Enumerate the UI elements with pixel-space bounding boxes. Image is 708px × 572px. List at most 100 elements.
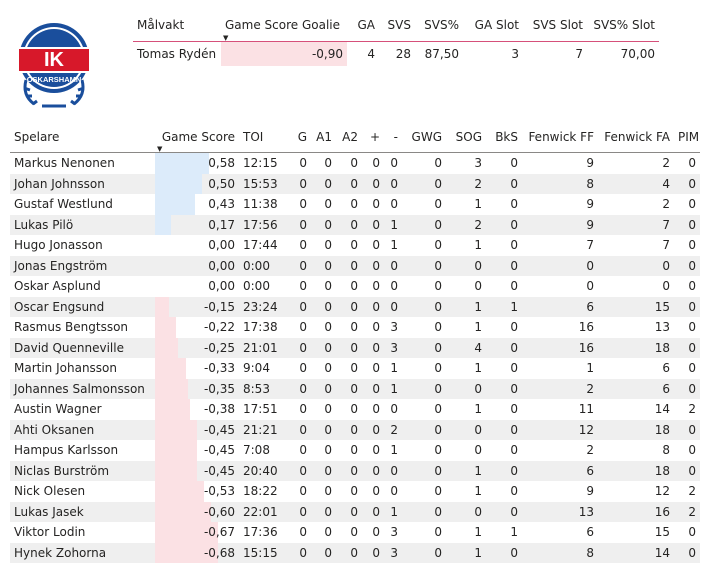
table-row[interactable]: Austin Wagner -0,38 17:51 0 0 0 0 0 0 1 0 11 14 2 [10, 399, 700, 420]
col-header-game-score[interactable]: Game Score ▼ [155, 126, 239, 153]
game-score-bar [155, 501, 211, 522]
game-score-cell: 0,50 [155, 173, 239, 194]
game-score-value: 0,43 [208, 197, 235, 212]
fenwick-fa-cell: 2 [662, 197, 670, 212]
table-row[interactable]: Lukas Pilö 0,17 17:56 0 0 0 0 1 0 2 0 9 7 0 [10, 214, 700, 235]
table-row[interactable]: Lukas Jasek -0,60 22:01 0 0 0 0 1 0 0 0 13 16 2 [10, 501, 700, 522]
a1-cell: 0 [324, 443, 332, 458]
game-score-value: 0,00 [208, 238, 235, 253]
bks-cell: 0 [486, 419, 522, 440]
fenwick-ff-cell: 9 [522, 214, 598, 235]
plus-cell: 0 [362, 542, 384, 563]
fenwick-fa-cell: 0 [662, 279, 670, 294]
col-header-plus[interactable]: + [362, 126, 384, 153]
table-row[interactable]: Hampus Karlsson -0,45 7:08 0 0 0 0 1 0 0 0 2 8 0 [10, 440, 700, 461]
fenwick-fa-cell: 7 [598, 214, 674, 235]
table-row[interactable]: Rasmus Bengtsson -0,22 17:38 0 0 0 0 3 0 1 0 16 13 0 [10, 317, 700, 338]
minus-cell: 1 [390, 238, 398, 253]
toi-cell: 7:08 [243, 443, 270, 458]
game-score-value: -0,45 [203, 443, 235, 458]
game-score-cell: -0,53 [155, 481, 239, 502]
col-header-game-score-goalie[interactable]: Game Score Goalie ▼ [221, 14, 347, 42]
a1-cell: 0 [324, 156, 332, 171]
game-score-cell: -0,25 [155, 337, 239, 358]
plus-cell: 0 [372, 525, 380, 540]
g-cell: 0 [299, 238, 307, 253]
a1-cell: 0 [324, 484, 332, 499]
a2-cell: 0 [350, 197, 358, 212]
col-header-ga[interactable]: GA [347, 14, 379, 42]
bks-cell: 0 [486, 501, 522, 522]
table-row[interactable]: Viktor Lodin -0,67 17:36 0 0 0 0 3 0 1 1 6 15 0 [10, 522, 700, 543]
g-cell: 0 [299, 320, 307, 335]
bks-cell: 0 [510, 361, 518, 376]
player-name: Rasmus Bengtsson [14, 320, 129, 335]
plus-cell: 0 [362, 460, 384, 481]
col-header-sog[interactable]: SOG [446, 126, 486, 153]
col-header-svs-pct[interactable]: SVS% [415, 14, 463, 42]
table-row[interactable]: Johannes Salmonsson -0,35 8:53 0 0 0 0 1 0 0 0 2 6 0 [10, 378, 700, 399]
bks-cell: 0 [510, 402, 518, 417]
col-header-ga-slot[interactable]: GA Slot [463, 14, 523, 42]
col-header-minus[interactable]: - [384, 126, 402, 153]
fenwick-ff-cell: 0 [586, 279, 594, 294]
svs-pct-cell: 87,50 [424, 47, 459, 61]
a2-cell: 0 [336, 296, 362, 317]
a1-cell: 0 [324, 361, 332, 376]
col-header-malvakt[interactable]: Målvakt [133, 14, 221, 42]
col-header-pim[interactable]: PIM [674, 126, 700, 153]
table-row[interactable]: Gustaf Westlund 0,43 11:38 0 0 0 0 0 0 1 0 9 2 0 [10, 194, 700, 215]
pim-cell: 0 [674, 419, 700, 440]
fenwick-fa-cell: 18 [598, 337, 674, 358]
gwg-cell: 0 [434, 443, 442, 458]
table-row[interactable]: Oscar Engsund -0,15 23:24 0 0 0 0 0 0 1 1 6 15 0 [10, 296, 700, 317]
game-score-bar [155, 522, 218, 543]
pim-cell: 2 [674, 501, 700, 522]
plus-cell: 0 [372, 197, 380, 212]
bks-cell: 0 [510, 197, 518, 212]
table-row[interactable]: Markus Nenonen 0,58 12:15 0 0 0 0 0 0 3 0 9 2 0 [10, 153, 700, 174]
table-row[interactable]: Jonas Engström 0,00 0:00 0 0 0 0 0 0 0 0 0 0 0 [10, 255, 700, 276]
g-cell: 0 [287, 173, 311, 194]
toi-cell: 11:38 [243, 197, 278, 212]
table-row[interactable]: Martin Johansson -0,33 9:04 0 0 0 0 1 0 1 0 1 6 0 [10, 358, 700, 379]
table-row[interactable]: Ahti Oksanen -0,45 21:21 0 0 0 0 2 0 0 0 12 18 0 [10, 419, 700, 440]
table-row[interactable]: Hynek Zohorna -0,68 15:15 0 0 0 0 3 0 1 0 8 14 0 [10, 542, 700, 563]
col-header-svs[interactable]: SVS [379, 14, 415, 42]
bks-cell: 0 [486, 378, 522, 399]
a1-cell: 0 [311, 337, 336, 358]
laurel-wreath [23, 79, 85, 108]
table-row[interactable]: David Quenneville -0,25 21:01 0 0 0 0 3 0 4 0 16 18 0 [10, 337, 700, 358]
fenwick-fa-cell: 4 [598, 173, 674, 194]
col-header-spelare[interactable]: Spelare [10, 126, 155, 153]
gwg-cell: 0 [434, 525, 442, 540]
a2-cell: 0 [350, 156, 358, 171]
table-row[interactable]: Tomas Rydén -0,90 4 28 87,50 3 7 70,00 [133, 42, 659, 66]
col-header-a1[interactable]: A1 [311, 126, 336, 153]
gwg-cell: 0 [434, 320, 442, 335]
player-name: Nick Olesen [14, 484, 86, 499]
table-row[interactable]: Johan Johnsson 0,50 15:53 0 0 0 0 0 0 2 0 8 4 0 [10, 173, 700, 194]
g-cell: 0 [287, 460, 311, 481]
pim-cell: 0 [674, 460, 700, 481]
minus-cell: 3 [390, 320, 398, 335]
minus-cell: 1 [390, 443, 398, 458]
table-row[interactable]: Oskar Asplund 0,00 0:00 0 0 0 0 0 0 0 0 0 0 0 [10, 276, 700, 297]
a1-cell: 0 [311, 214, 336, 235]
table-row[interactable]: Niclas Burström -0,45 20:40 0 0 0 0 0 0 1 0 6 18 0 [10, 460, 700, 481]
table-row[interactable]: Nick Olesen -0,53 18:22 0 0 0 0 0 0 1 0 9 12 2 [10, 481, 700, 502]
col-header-toi[interactable]: TOI [239, 126, 287, 153]
col-header-svs-slot[interactable]: SVS Slot [523, 14, 587, 42]
col-header-g[interactable]: G [287, 126, 311, 153]
a2-cell: 0 [336, 255, 362, 276]
col-header-gwg[interactable]: GWG [402, 126, 446, 153]
col-header-bks[interactable]: BkS [486, 126, 522, 153]
col-header-a2[interactable]: A2 [336, 126, 362, 153]
sog-cell: 1 [446, 542, 486, 563]
col-header-svs-pct-slot[interactable]: SVS% Slot [587, 14, 659, 42]
col-header-fenwick-ff[interactable]: Fenwick FF [522, 126, 598, 153]
col-header-fenwick-fa[interactable]: Fenwick FA [598, 126, 674, 153]
g-cell: 0 [299, 279, 307, 294]
table-row[interactable]: Hugo Jonasson 0,00 17:44 0 0 0 0 1 0 1 0 7 7 0 [10, 235, 700, 256]
a2-cell: 0 [336, 419, 362, 440]
